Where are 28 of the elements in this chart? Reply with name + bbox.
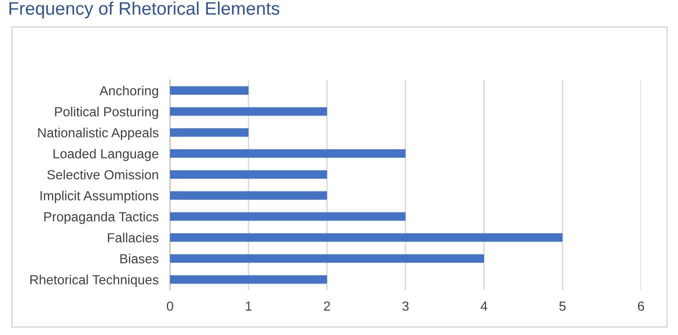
bar — [170, 254, 484, 263]
y-tick-label: Implicit Assumptions — [40, 190, 158, 204]
y-tick-label: Political Posturing — [55, 106, 158, 120]
bar — [170, 128, 248, 137]
y-tick-label: Biases — [120, 254, 158, 264]
bar — [170, 233, 562, 242]
bar — [170, 107, 327, 116]
y-tick-label: Fallacies — [108, 232, 158, 242]
x-tick-label: 2 — [324, 301, 330, 311]
y-tick-label: Anchoring — [100, 86, 158, 98]
x-tick-label: 0 — [166, 301, 174, 311]
x-tick-label: 3 — [402, 301, 409, 311]
bar — [170, 86, 248, 95]
y-tick-label: Loaded Language — [54, 148, 158, 162]
bar — [170, 275, 327, 284]
bar — [170, 212, 406, 221]
y-tick-label: Nationalistic Appeals — [38, 128, 158, 140]
bar — [170, 149, 406, 158]
x-tick-label: 5 — [559, 302, 566, 311]
chart-title: Frequency of Rhetorical Elements — [9, 2, 280, 18]
y-tick-label: Propaganda Tactics — [44, 212, 158, 224]
bar — [170, 170, 327, 179]
y-tick-label: Rhetorical Techniques — [30, 274, 158, 288]
x-tick-label: 4 — [480, 302, 488, 311]
x-tick-label: 1 — [246, 302, 252, 311]
x-tick-label: 6 — [638, 301, 644, 311]
y-tick-label: Selective Omission — [47, 170, 158, 180]
bar — [170, 191, 327, 200]
